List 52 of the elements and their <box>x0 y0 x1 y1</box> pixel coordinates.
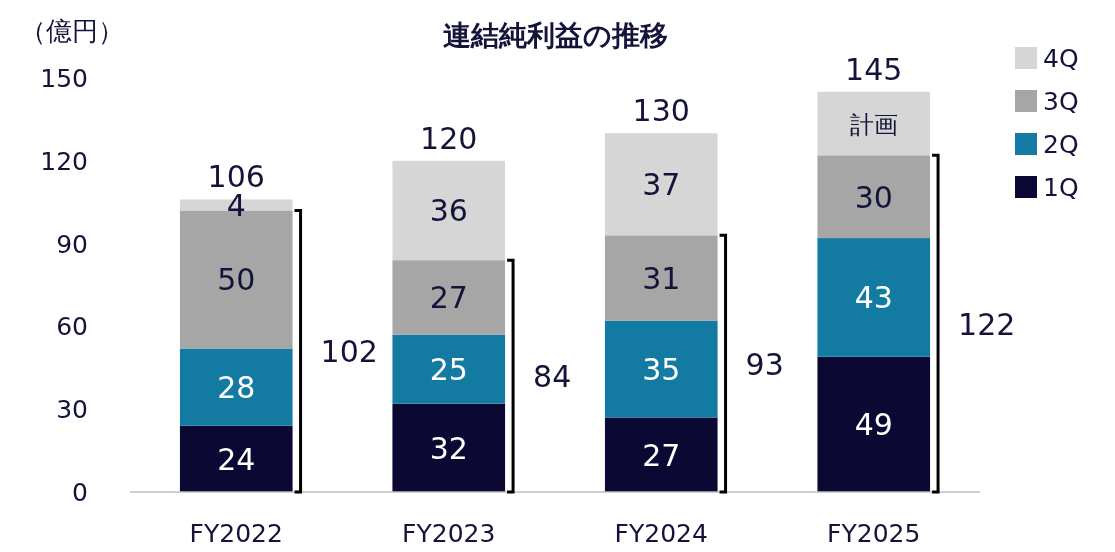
data-label: 49 <box>854 407 893 443</box>
data-label: 36 <box>429 193 468 229</box>
x-tick-label: FY2024 <box>614 519 708 548</box>
data-label: 25 <box>429 352 468 388</box>
total-label: 130 <box>632 93 690 129</box>
bar <box>817 155 931 239</box>
bar <box>817 91 931 156</box>
bar <box>179 425 293 492</box>
bar <box>817 238 931 357</box>
total-label: 145 <box>845 51 903 87</box>
y-tick-label: 30 <box>56 395 88 425</box>
x-tick-label: FY2025 <box>827 519 921 548</box>
legend-label: 3Q <box>1043 87 1079 116</box>
data-label: 37 <box>642 167 681 203</box>
y-tick-label: 90 <box>56 229 88 259</box>
bar <box>604 320 718 418</box>
y-tick-label: 150 <box>40 64 88 93</box>
data-label: 31 <box>642 261 681 297</box>
bar <box>392 334 506 404</box>
annotation: 122 <box>958 306 1016 342</box>
data-label: 32 <box>429 430 468 466</box>
bar <box>604 417 718 492</box>
bar <box>392 260 506 335</box>
y-tick-label: 120 <box>40 146 88 176</box>
bar <box>392 160 506 261</box>
data-label: 35 <box>642 352 681 388</box>
data-label: 計画 <box>849 110 898 139</box>
bar <box>179 348 293 426</box>
x-tick-label: FY2022 <box>189 519 283 548</box>
data-label: 50 <box>217 262 256 298</box>
y-tick-label: 0 <box>72 478 88 507</box>
bar <box>392 403 506 492</box>
y-axis-title: （億円） <box>20 16 124 46</box>
total-label: 120 <box>420 120 478 156</box>
x-tick-label: FY2023 <box>402 519 496 548</box>
data-label: 43 <box>854 280 893 316</box>
data-label: 24 <box>217 441 256 477</box>
data-label: 27 <box>642 437 681 473</box>
data-label: 27 <box>429 280 468 316</box>
legend-label: 1Q <box>1043 173 1079 202</box>
y-tick-label: 60 <box>56 312 88 342</box>
annotation: 102 <box>320 334 378 370</box>
bar <box>604 235 718 321</box>
data-label: 28 <box>217 370 256 406</box>
chart-title: 連結純利益の推移 <box>442 19 668 52</box>
data-label: 30 <box>854 179 893 215</box>
legend-label: 4Q <box>1043 44 1079 73</box>
bar <box>604 133 718 236</box>
annotation: 93 <box>745 346 784 382</box>
legend-label: 2Q <box>1043 130 1079 159</box>
bar <box>817 356 931 492</box>
annotation: 84 <box>533 359 572 395</box>
